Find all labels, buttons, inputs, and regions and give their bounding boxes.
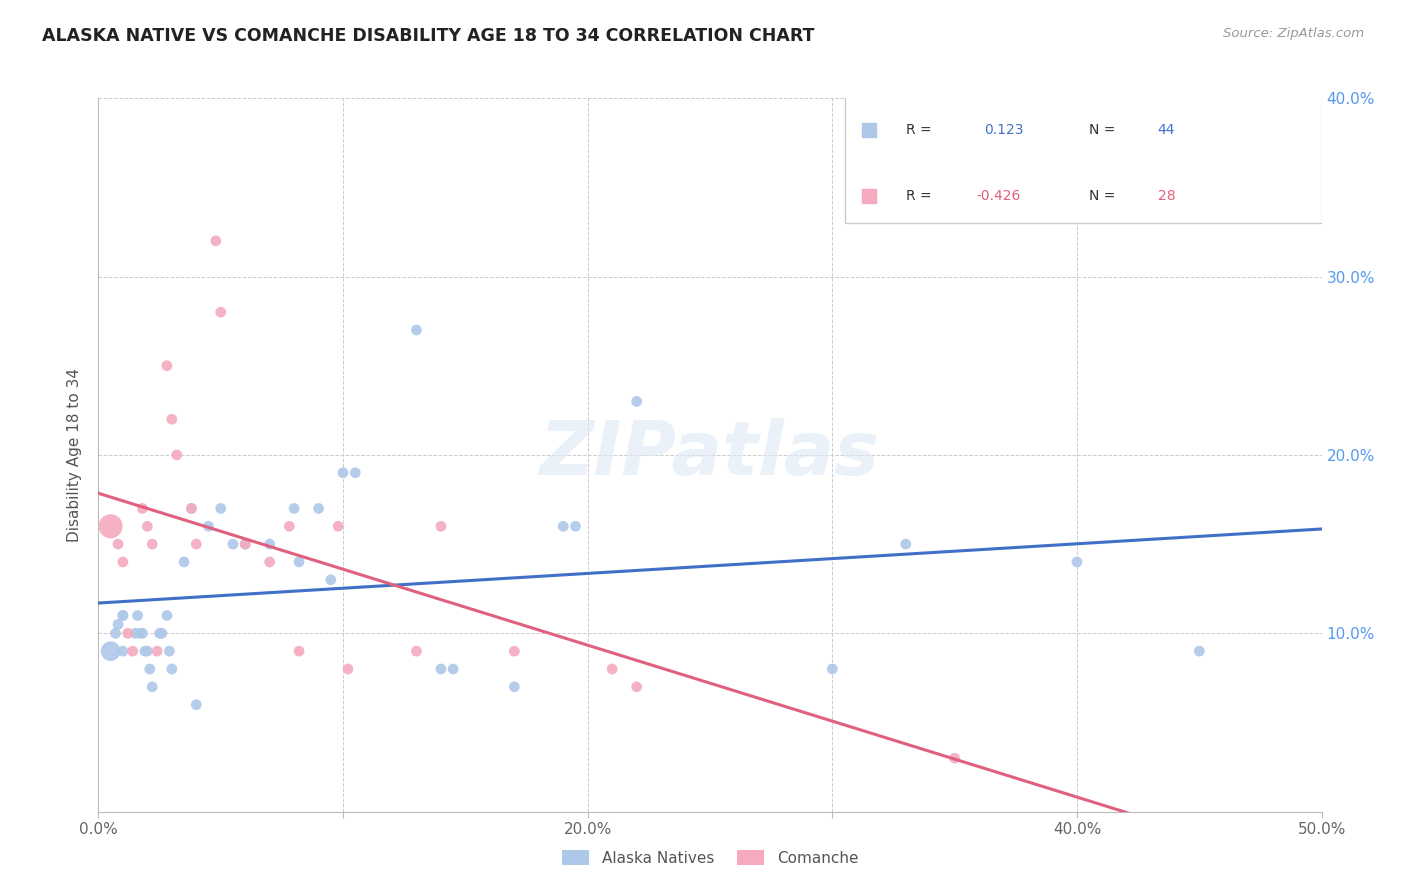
Point [821,662,844,676]
Point [139,662,162,676]
Point [288,555,311,569]
Point [111,608,134,623]
Point [441,662,464,676]
Point [858,189,880,203]
Text: Source: ZipAtlas.com: Source: ZipAtlas.com [1223,27,1364,40]
Point [430,662,453,676]
Point [288,644,311,658]
Point [259,537,281,551]
Point [180,501,202,516]
Point [131,501,153,516]
Point [626,680,648,694]
Point [308,501,330,516]
Point [156,608,179,623]
Point [107,617,129,632]
Text: 0.123: 0.123 [984,123,1024,137]
Point [332,466,354,480]
Point [600,662,623,676]
Point [131,626,153,640]
Point [564,519,586,533]
Point [943,751,966,765]
Point [259,555,281,569]
Point [1188,644,1211,658]
Point [503,644,526,658]
Point [283,501,305,516]
Text: ZIPatlas: ZIPatlas [540,418,880,491]
Point [129,626,152,640]
Point [117,626,139,640]
Point [278,519,301,533]
Point [136,519,159,533]
FancyBboxPatch shape [845,95,1322,223]
Point [430,519,453,533]
Point [100,644,122,658]
Y-axis label: Disability Age 18 to 34: Disability Age 18 to 34 [67,368,83,542]
Point [141,680,163,694]
Point [233,537,256,551]
Point [141,537,163,551]
Point [503,680,526,694]
Point [166,448,188,462]
Point [121,644,143,658]
Point [858,123,880,137]
Point [209,501,232,516]
Point [134,644,156,658]
Point [205,234,228,248]
Point [405,644,427,658]
Point [186,698,208,712]
Text: ALASKA NATIVE VS COMANCHE DISABILITY AGE 18 TO 34 CORRELATION CHART: ALASKA NATIVE VS COMANCHE DISABILITY AGE… [42,27,814,45]
Point [150,626,173,640]
Point [111,608,134,623]
Point [149,626,172,640]
Point [157,644,180,658]
Text: -0.426: -0.426 [977,189,1021,203]
Point [111,555,134,569]
Point [156,359,179,373]
Point [405,323,427,337]
Point [100,519,122,533]
Point [222,537,245,551]
Legend: Alaska Natives, Comanche: Alaska Natives, Comanche [555,844,865,871]
Point [233,537,256,551]
Point [160,412,183,426]
Text: 28: 28 [1157,189,1175,203]
Point [336,662,359,676]
Point [344,466,367,480]
Point [173,555,195,569]
Point [146,644,169,658]
Point [553,519,575,533]
Point [107,537,129,551]
Point [197,519,219,533]
Point [328,519,350,533]
Text: 44: 44 [1157,123,1175,137]
Point [127,608,149,623]
Point [894,537,917,551]
Point [626,394,648,409]
Point [186,537,208,551]
Text: N =: N = [1090,189,1121,203]
Point [136,644,159,658]
Text: R =: R = [905,189,936,203]
Point [111,644,134,658]
Point [209,305,232,319]
Point [1066,555,1088,569]
Point [160,662,183,676]
Point [104,626,127,640]
Text: R =: R = [905,123,941,137]
Point [319,573,342,587]
Point [124,626,146,640]
Point [180,501,202,516]
Text: N =: N = [1090,123,1121,137]
